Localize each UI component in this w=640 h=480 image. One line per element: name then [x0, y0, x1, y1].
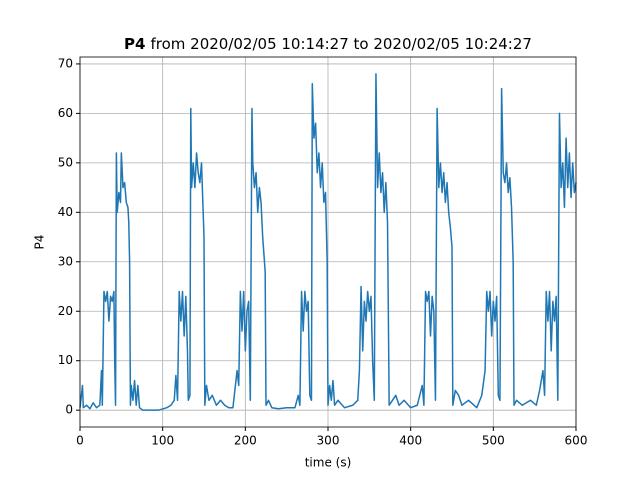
y-tick-label: 40 — [58, 205, 73, 219]
title-bold: P4 — [124, 35, 145, 53]
y-axis-label: P4 — [33, 235, 47, 250]
y-tick-label: 20 — [58, 304, 73, 318]
y-tick-label: 10 — [58, 353, 73, 367]
x-tick-label: 0 — [76, 434, 84, 448]
title-rest: from 2020/02/05 10:14:27 to 2020/02/05 1… — [150, 35, 531, 53]
y-tick-label: 0 — [65, 403, 73, 417]
plot-frame — [79, 56, 577, 428]
x-axis-label: time (s) — [305, 456, 352, 470]
x-tick-label: 100 — [151, 434, 174, 448]
x-tick-label: 600 — [565, 434, 588, 448]
y-tick-label: 30 — [58, 254, 73, 268]
data-line — [79, 73, 577, 411]
x-tick-label: 300 — [317, 434, 340, 448]
x-tick-label: 400 — [399, 434, 422, 448]
y-tick-label: 70 — [58, 56, 73, 70]
x-tick-label: 500 — [482, 434, 505, 448]
y-tick-label: 60 — [58, 106, 73, 120]
x-tick-label: 200 — [234, 434, 257, 448]
y-tick-label: 50 — [58, 155, 73, 169]
chart-title: P4 from 2020/02/05 10:14:27 to 2020/02/05… — [124, 35, 532, 53]
